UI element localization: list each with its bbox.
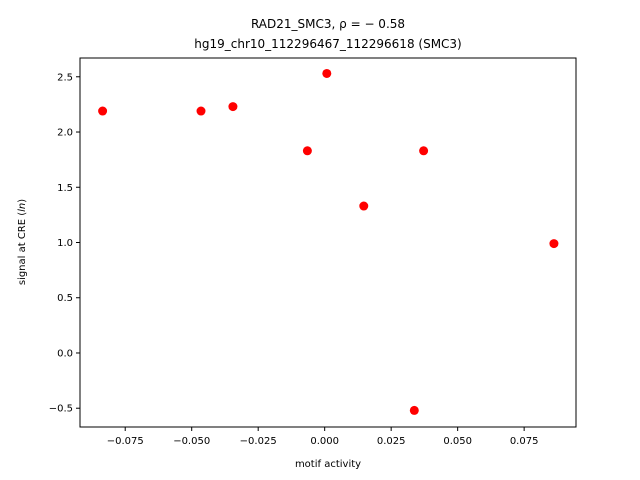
y-tick-label: 0.5 (57, 293, 73, 304)
data-point-8 (419, 146, 429, 156)
x-tick-label: −0.025 (240, 436, 277, 447)
plot-area-frame (79, 57, 577, 428)
data-point-1 (98, 106, 108, 116)
y-axis-label-italic: ln (17, 203, 28, 212)
y-tick-label: 2.5 (57, 72, 73, 83)
y-tick-label: 2.0 (57, 128, 73, 139)
y-axis-label: signal at CRE (ln) (17, 199, 28, 285)
data-point-4 (302, 146, 312, 156)
points-layer (98, 68, 559, 415)
x-tick-label: 0.025 (377, 436, 406, 447)
y-tick-label: 0.0 (57, 348, 73, 359)
y-tick-label: −0.5 (49, 404, 73, 415)
y-axis-label-suffix: ) (17, 199, 28, 203)
data-point-9 (549, 239, 559, 249)
data-point-5 (322, 68, 332, 78)
y-tick-label: 1.0 (57, 238, 73, 249)
y-axis-ticks: −0.5 0.0 0.5 1.0 1.5 2.0 2.5 (49, 72, 80, 415)
data-point-2 (196, 106, 206, 116)
data-point-3 (228, 102, 238, 112)
data-point-6 (359, 201, 369, 211)
x-tick-label: −0.050 (173, 436, 210, 447)
x-axis-label: motif activity (295, 459, 361, 470)
y-axis-label-prefix: signal at CRE ( (17, 212, 28, 285)
chart-title-line2: hg19_chr10_112296467_112296618 (SMC3) (194, 37, 462, 51)
x-tick-label: 0.050 (443, 436, 472, 447)
chart-title-line1: RAD21_SMC3, ρ = − 0.58 (251, 17, 405, 31)
x-tick-label: 0.075 (510, 436, 539, 447)
x-tick-label: 0.000 (310, 436, 339, 447)
x-tick-label: −0.075 (107, 436, 144, 447)
x-axis-ticks: −0.075 −0.050 −0.025 0.000 0.025 0.050 0.075 (107, 427, 539, 447)
y-tick-label: 1.5 (57, 183, 73, 194)
data-point-7 (409, 405, 419, 415)
